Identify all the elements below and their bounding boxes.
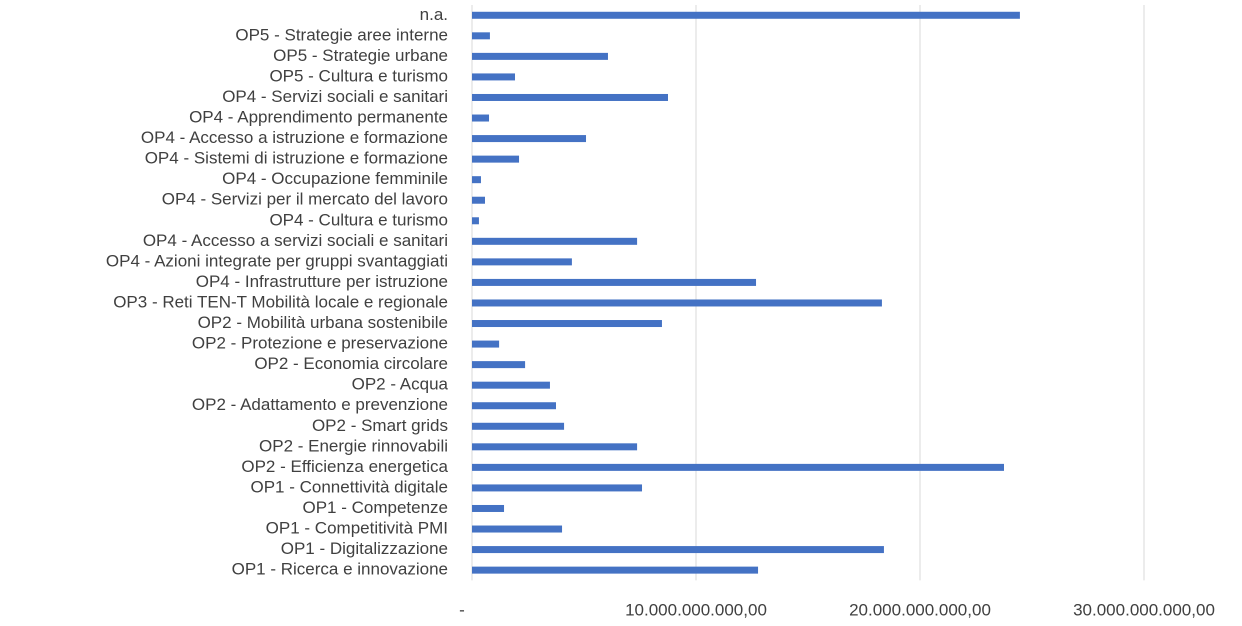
bar <box>472 402 556 410</box>
y-tick-label: OP1 - Digitalizzazione <box>281 539 448 558</box>
bar <box>472 422 565 430</box>
y-tick-label: OP2 - Protezione e preservazione <box>192 334 448 353</box>
bar <box>472 299 882 307</box>
y-tick-label: OP1 - Competenze <box>302 498 448 517</box>
y-tick-label: OP4 - Accesso a servizi sociali e sanita… <box>143 231 448 250</box>
bar <box>472 93 668 101</box>
bar <box>472 504 505 512</box>
bar <box>472 196 485 204</box>
bar <box>472 320 662 328</box>
y-tick-label: OP2 - Economia circolare <box>254 354 448 373</box>
bar <box>472 278 757 286</box>
bar <box>472 176 481 184</box>
bar <box>472 114 490 122</box>
y-tick-label: OP4 - Sistemi di istruzione e formazione <box>145 149 448 168</box>
x-tick-label: 30.000.000.000,00 <box>1073 600 1215 619</box>
y-tick-label: OP1 - Ricerca e innovazione <box>232 560 448 579</box>
x-tick-label: 10.000.000.000,00 <box>625 600 767 619</box>
bar <box>472 566 759 574</box>
bar <box>472 237 638 245</box>
bar <box>472 525 563 533</box>
bar <box>472 381 550 389</box>
bar <box>472 340 500 348</box>
y-tick-label: OP1 - Competitività PMI <box>266 519 448 538</box>
bar <box>472 73 516 81</box>
y-tick-label: OP5 - Strategie urbane <box>273 46 448 65</box>
bar <box>472 135 587 143</box>
y-tick-label: OP4 - Cultura e turismo <box>269 210 448 229</box>
bar <box>472 443 638 451</box>
bar <box>472 52 608 60</box>
bar <box>472 11 1020 19</box>
x-tick-label: - <box>459 600 465 619</box>
y-tick-label: OP4 - Accesso a istruzione e formazione <box>141 128 448 147</box>
y-tick-label: OP2 - Adattamento e prevenzione <box>192 395 448 414</box>
bar <box>472 463 1004 471</box>
y-tick-label: n.a. <box>420 5 448 24</box>
y-tick-label: OP4 - Apprendimento permanente <box>189 108 448 127</box>
bar <box>472 32 490 40</box>
bar <box>472 258 572 266</box>
y-tick-label: OP5 - Cultura e turismo <box>269 66 448 85</box>
y-tick-label: OP4 - Servizi sociali e sanitari <box>222 87 448 106</box>
y-tick-label: OP4 - Servizi per il mercato del lavoro <box>162 190 448 209</box>
y-tick-label: OP1 - Connettività digitale <box>251 477 449 496</box>
y-tick-label: OP4 - Occupazione femminile <box>222 169 448 188</box>
y-tick-label: OP2 - Acqua <box>352 375 449 394</box>
y-tick-label: OP2 - Energie rinnovabili <box>259 436 448 455</box>
y-tick-label: OP4 - Azioni integrate per gruppi svanta… <box>106 251 448 270</box>
bar <box>472 361 526 369</box>
bar <box>472 546 884 554</box>
y-tick-label: OP5 - Strategie aree interne <box>235 25 448 44</box>
y-tick-label: OP4 - Infrastrutture per istruzione <box>196 272 448 291</box>
bar <box>472 217 479 225</box>
y-tick-label: OP2 - Mobilità urbana sostenibile <box>198 313 448 332</box>
y-tick-label: OP3 - Reti TEN-T Mobilità locale e regio… <box>113 292 448 311</box>
y-tick-label: OP2 - Efficienza energetica <box>241 457 448 476</box>
bar <box>472 155 520 163</box>
x-tick-label: 20.000.000.000,00 <box>849 600 991 619</box>
bar <box>472 484 643 492</box>
y-tick-label: OP2 - Smart grids <box>312 416 448 435</box>
